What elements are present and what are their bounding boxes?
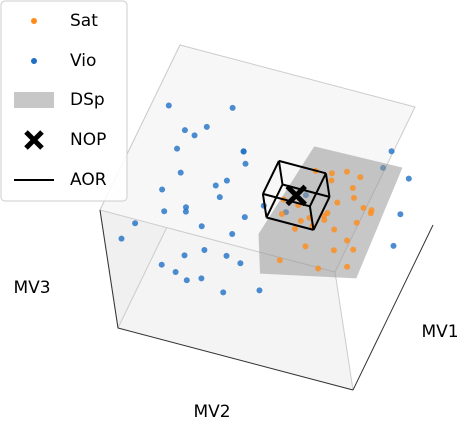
point: [397, 211, 404, 218]
point: [315, 265, 322, 272]
legend-label: Sat: [70, 11, 98, 31]
aor-edge: [261, 193, 268, 218]
point: [390, 242, 397, 249]
point: [242, 160, 249, 167]
point: [302, 243, 309, 250]
surface: [258, 146, 403, 279]
aor-edge: [278, 159, 327, 175]
point: [159, 186, 166, 193]
point: [344, 168, 350, 175]
aor-edge: [262, 160, 280, 195]
point: [237, 260, 244, 267]
point: [212, 182, 219, 189]
point: [177, 169, 184, 176]
point: [132, 220, 139, 227]
aor-edge: [312, 196, 331, 231]
aor-edge: [309, 172, 327, 207]
point: [161, 208, 168, 215]
point: [183, 204, 189, 211]
legend-label: Vio: [70, 51, 96, 71]
point: [328, 177, 335, 184]
legend-swatch: [31, 18, 37, 24]
legend-frame: [0, 0, 128, 202]
plot: [118, 102, 412, 296]
legend-label: DSp: [70, 90, 105, 110]
point: [223, 177, 230, 184]
point: [165, 102, 172, 109]
point: [198, 275, 205, 282]
point: [344, 237, 350, 244]
nop-marker: [285, 184, 307, 207]
point: [158, 261, 165, 268]
point: [201, 246, 208, 253]
point: [367, 210, 374, 217]
legend-label: NOP: [70, 130, 106, 150]
point: [198, 223, 205, 230]
point: [351, 194, 357, 201]
point: [388, 148, 395, 155]
point: [321, 216, 328, 223]
point: [276, 257, 283, 264]
point: [216, 194, 223, 201]
point: [331, 226, 338, 233]
point: [328, 170, 335, 177]
aor-edge: [265, 184, 284, 218]
point: [203, 123, 210, 130]
point: [405, 175, 412, 182]
point: [334, 199, 341, 206]
legend-swatch: [14, 92, 54, 108]
point: [344, 263, 351, 270]
point: [174, 145, 181, 152]
point: [191, 132, 198, 139]
point: [220, 289, 227, 296]
aor-edge: [277, 160, 284, 185]
point: [229, 104, 236, 111]
point: [172, 269, 179, 275]
point: [256, 287, 263, 294]
point: [229, 230, 236, 237]
point: [278, 210, 285, 217]
point: [360, 204, 367, 211]
point: [181, 252, 188, 259]
point: [182, 208, 189, 215]
point: [330, 247, 337, 254]
y-axis-label: MV2: [193, 402, 230, 422]
legend: Sat Vio DSp NOP AOR: [0, 0, 128, 202]
point: [357, 174, 364, 181]
z-axis-label: MV3: [13, 278, 50, 298]
x-axis-label: MV1: [421, 322, 458, 342]
aor-edge: [266, 216, 314, 231]
point: [292, 225, 298, 232]
point: [350, 246, 357, 253]
point: [118, 235, 125, 242]
point: [240, 148, 247, 155]
aor-edge: [324, 173, 331, 198]
point: [183, 277, 190, 284]
legend-label: AOR: [70, 170, 107, 190]
aor-edge: [308, 206, 315, 231]
point: [349, 185, 356, 191]
point: [297, 217, 304, 224]
point: [181, 127, 188, 134]
legend-swatch: [31, 58, 37, 64]
point: [223, 252, 230, 259]
point: [241, 214, 248, 221]
legend-swatch: [24, 130, 44, 150]
point: [353, 219, 360, 226]
